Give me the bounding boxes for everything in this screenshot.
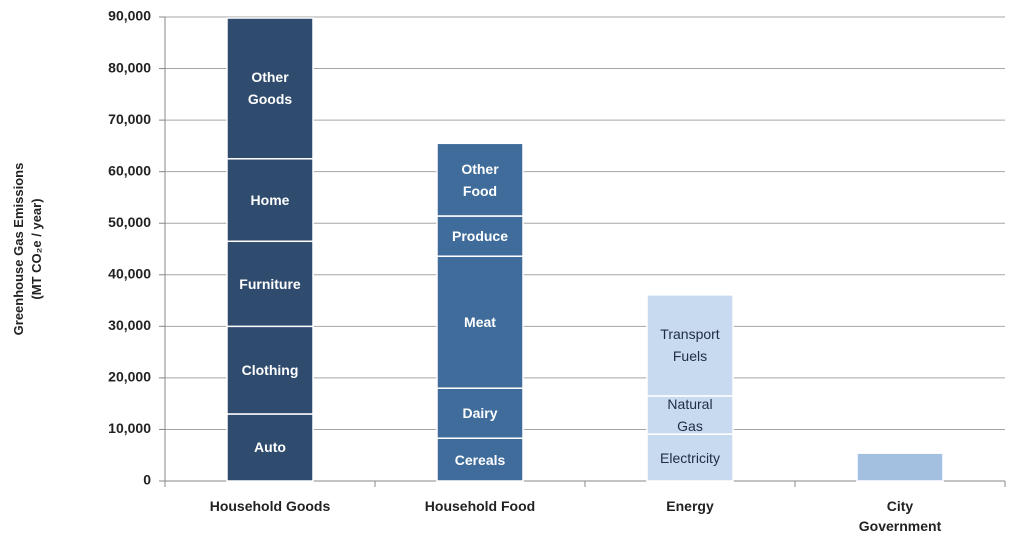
segment-label: Other Food [461, 160, 499, 199]
segment-label: Produce [451, 228, 509, 245]
bar-segment [226, 240, 314, 328]
y-tick-label: 20,000 [108, 369, 151, 385]
y-tick-label: 0 [143, 472, 151, 488]
x-tick-label: City Government Supply Chain [858, 498, 942, 534]
bar-segment [226, 413, 314, 482]
x-tick-label: Household Goods [209, 498, 331, 514]
y-tick-label: 30,000 [108, 317, 151, 333]
segment-label: Furniture [239, 275, 301, 292]
bar-segment [436, 215, 524, 257]
bar-segment [856, 452, 944, 482]
x-tick-label: Energy [666, 498, 714, 514]
bar-segment [226, 158, 314, 243]
bar-segment [646, 433, 734, 482]
y-tick-label: 80,000 [108, 59, 151, 75]
bar-segment [646, 395, 734, 435]
segment-label: Transport Fuels [660, 326, 720, 365]
y-tick-label: 60,000 [108, 162, 151, 178]
segment-label: Cereals [454, 451, 506, 468]
segment-label: Dairy [462, 405, 498, 422]
segment-label: Electricity [660, 449, 720, 466]
y-tick-label: 40,000 [108, 265, 151, 281]
segment-label: Clothing [241, 362, 299, 379]
bar-segment [436, 437, 524, 482]
y-tick-label: 50,000 [108, 214, 151, 230]
segment-label: Meat [464, 314, 496, 331]
bar-segment [226, 17, 314, 160]
y-tick-label: 90,000 [108, 8, 151, 24]
y-tick-label: 70,000 [108, 111, 151, 127]
y-axis-label: Greenhouse Gas Emissions (MT CO₂e / year… [11, 162, 44, 336]
x-tick-label: Household Food [424, 498, 536, 514]
bar-segment [436, 387, 524, 439]
y-tick-label: 10,000 [108, 420, 151, 436]
bar-segment [646, 294, 734, 397]
segment-label: Other Goods [247, 69, 293, 108]
bar-segment [436, 255, 524, 389]
segment-label: Natural Gas [667, 396, 713, 434]
segment-label: Home [250, 192, 290, 209]
bar-segment [436, 142, 524, 217]
segment-label: Auto [254, 439, 286, 456]
